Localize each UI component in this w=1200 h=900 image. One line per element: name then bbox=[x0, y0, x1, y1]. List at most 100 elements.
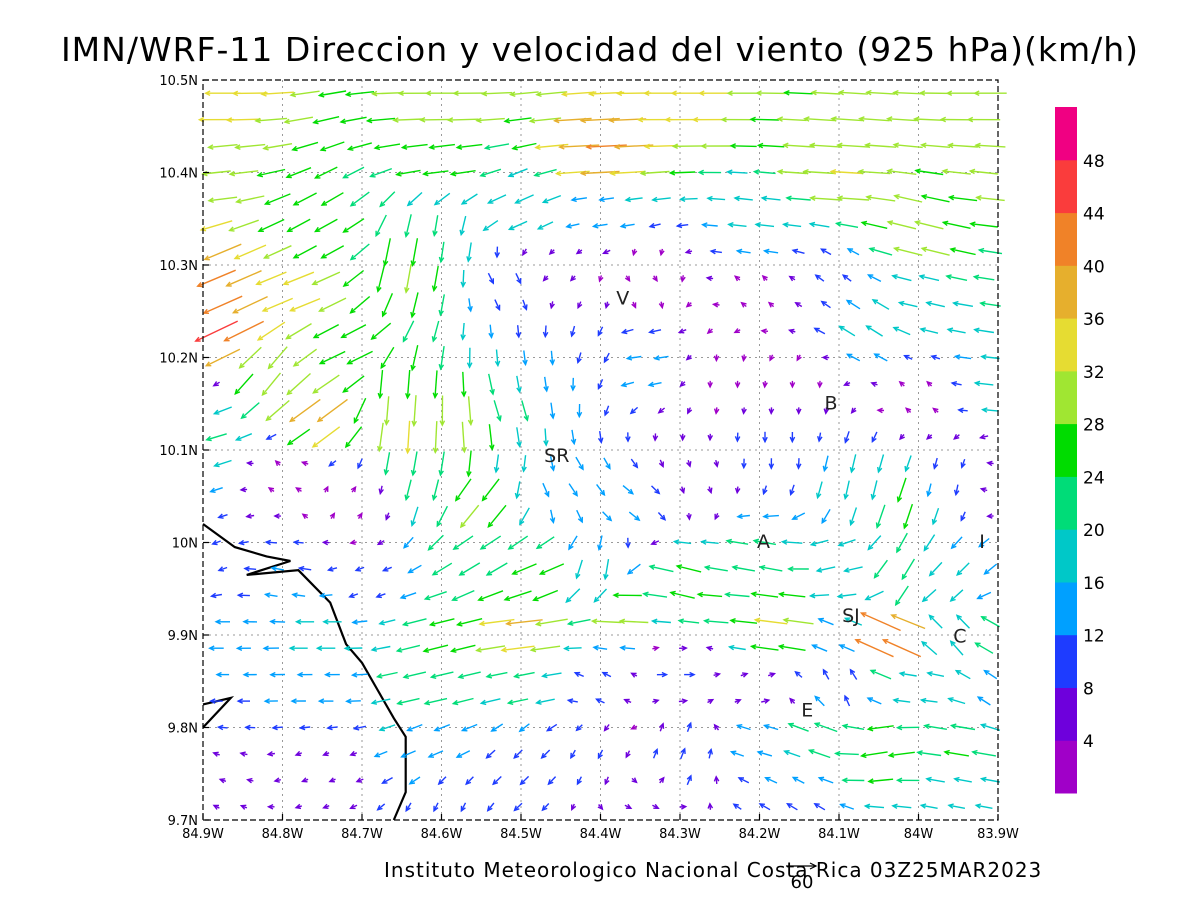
wind-arrow bbox=[465, 776, 474, 786]
wind-arrow-head bbox=[538, 569, 546, 575]
wind-arrow-head bbox=[354, 566, 362, 572]
wind-arrow-shaft bbox=[876, 504, 886, 528]
wind-arrow-shaft bbox=[874, 559, 888, 579]
wind-arrow-head bbox=[410, 469, 417, 477]
wind-arrow-head bbox=[492, 779, 499, 786]
wind-arrow bbox=[320, 192, 344, 206]
wind-arrow-head bbox=[381, 310, 387, 318]
wind-arrow-head bbox=[370, 646, 378, 652]
wind-arrow bbox=[648, 328, 662, 335]
wind-arrow bbox=[239, 751, 248, 757]
wind-arrow bbox=[893, 194, 923, 203]
wind-arrow bbox=[322, 618, 342, 625]
wind-arrow-shaft bbox=[372, 92, 403, 95]
wind-arrow bbox=[423, 697, 448, 706]
wind-arrow bbox=[733, 328, 741, 334]
wind-arrow bbox=[947, 803, 966, 809]
wind-arrow-shaft bbox=[476, 117, 505, 122]
wind-arrow-head bbox=[789, 489, 795, 497]
wind-arrow-shaft bbox=[737, 724, 751, 731]
wind-arrow bbox=[487, 272, 494, 285]
wind-arrow bbox=[974, 803, 993, 809]
wind-arrow-shaft bbox=[868, 778, 894, 783]
wind-arrow-shaft bbox=[949, 196, 978, 202]
wind-arrow-head bbox=[630, 724, 637, 730]
wind-arrow-head bbox=[733, 195, 740, 202]
wind-arrow bbox=[791, 776, 805, 784]
wind-arrow bbox=[339, 116, 367, 124]
wind-arrow bbox=[657, 407, 666, 414]
x-tick-label: 84.8W bbox=[262, 827, 304, 842]
wind-arrow-shaft bbox=[197, 269, 236, 287]
wind-arrow bbox=[707, 486, 713, 495]
wind-arrow-head bbox=[932, 407, 939, 414]
wind-arrow bbox=[505, 619, 543, 627]
wind-arrow bbox=[407, 564, 422, 574]
wind-arrow-head bbox=[931, 518, 938, 526]
wind-arrow-head bbox=[485, 752, 492, 759]
wind-arrow bbox=[867, 778, 894, 784]
wind-arrow bbox=[760, 328, 769, 334]
wind-arrow bbox=[485, 749, 496, 759]
wind-arrow-head bbox=[794, 301, 801, 308]
wind-arrow-shaft bbox=[396, 169, 421, 176]
wind-arrow-head bbox=[930, 354, 937, 361]
wind-arrow bbox=[949, 589, 964, 602]
wind-arrow bbox=[318, 297, 347, 312]
wind-arrow bbox=[402, 320, 415, 343]
wind-arrow-head bbox=[701, 222, 708, 228]
wind-arrow-head bbox=[810, 644, 818, 650]
wind-arrow-shaft bbox=[236, 433, 253, 441]
wind-arrow-shaft bbox=[871, 431, 878, 442]
wind-arrow bbox=[228, 170, 259, 177]
wind-arrow-head bbox=[529, 646, 537, 653]
wind-arrow bbox=[868, 247, 893, 256]
wind-arrow bbox=[488, 373, 495, 396]
wind-arrow-shaft bbox=[764, 724, 779, 731]
wind-arrow-head bbox=[632, 462, 639, 469]
wind-arrow-head bbox=[571, 804, 577, 811]
wind-arrow bbox=[522, 248, 528, 257]
wind-arrow-head bbox=[346, 145, 354, 151]
wind-arrow bbox=[292, 539, 304, 546]
wind-arrow bbox=[427, 750, 444, 758]
wind-arrow bbox=[208, 645, 224, 652]
wind-arrow bbox=[916, 750, 942, 757]
wind-arrow bbox=[679, 433, 686, 442]
wind-arrow bbox=[196, 269, 236, 288]
wind-arrow-head bbox=[297, 565, 305, 572]
wind-arrow-head bbox=[760, 328, 767, 334]
wind-arrow bbox=[808, 142, 843, 149]
wind-arrow-head bbox=[740, 301, 747, 308]
wind-arrow-shaft bbox=[737, 514, 750, 518]
wind-arrow-shaft bbox=[486, 562, 508, 576]
wind-arrow bbox=[571, 803, 577, 811]
wind-arrow-shaft bbox=[315, 166, 338, 179]
wind-arrow-shaft bbox=[371, 645, 391, 651]
x-tick-label: 84.2W bbox=[739, 827, 781, 842]
wind-arrow-shaft bbox=[462, 371, 465, 397]
wind-arrow-head bbox=[377, 445, 383, 453]
wind-arrow-head bbox=[713, 461, 720, 468]
wind-arrow bbox=[370, 322, 392, 341]
wind-arrow-shaft bbox=[593, 588, 608, 603]
wind-arrow-shaft bbox=[268, 346, 288, 369]
wind-arrow-head bbox=[433, 726, 440, 732]
wind-arrow bbox=[521, 400, 529, 422]
wind-arrow-shaft bbox=[677, 224, 689, 227]
wind-arrow-head bbox=[733, 328, 740, 334]
wind-arrow-head bbox=[246, 777, 253, 784]
wind-arrow-head bbox=[549, 359, 556, 366]
wind-arrow-head bbox=[844, 694, 850, 702]
wind-arrow-shaft bbox=[412, 451, 418, 476]
wind-arrow bbox=[201, 170, 231, 177]
wind-arrow-head bbox=[590, 618, 598, 625]
wind-arrow bbox=[313, 218, 338, 233]
wind-arrow-head bbox=[570, 438, 577, 446]
wind-arrow-head bbox=[836, 593, 844, 599]
wind-arrow-head bbox=[598, 276, 604, 283]
wind-arrow-shaft bbox=[432, 320, 440, 342]
wind-arrow-shaft bbox=[727, 171, 748, 174]
wind-arrow-head bbox=[575, 248, 583, 255]
wind-arrow bbox=[920, 194, 950, 203]
